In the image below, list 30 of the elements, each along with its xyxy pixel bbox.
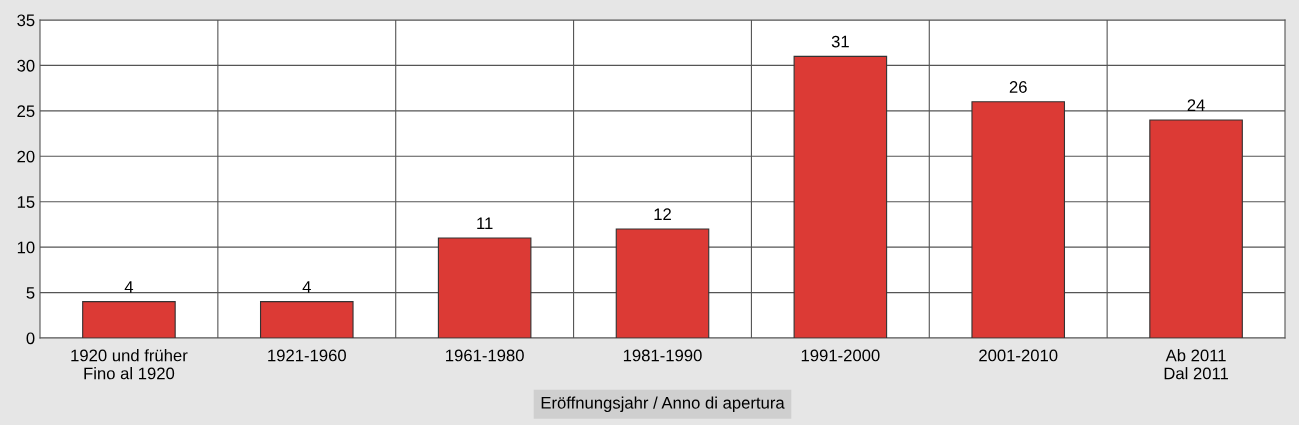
x-tick-label: 1981-1990: [623, 349, 702, 362]
y-tick-label: 30: [17, 59, 35, 72]
bar: [1149, 119, 1243, 338]
x-tick-label: 1991-2000: [801, 349, 880, 362]
bar: [82, 301, 176, 338]
data-label: 31: [831, 35, 849, 48]
bar: [437, 237, 532, 338]
data-label: 11: [477, 217, 493, 230]
y-tick-label: 20: [17, 150, 35, 163]
data-label: 12: [654, 208, 671, 220]
x-tick-label: 1921-1960: [268, 349, 346, 362]
y-tick-label: 35: [17, 14, 35, 27]
bar: [971, 101, 1066, 338]
y-tick-label: 5: [26, 287, 35, 299]
y-tick-label: 10: [17, 241, 35, 254]
x-tick-label: Ab 2011 Dal 2011: [1164, 349, 1228, 380]
bar: [259, 301, 354, 338]
x-tick-label: 1920 und früher Fino al 1920: [71, 349, 188, 380]
data-label: 4: [302, 281, 311, 293]
bar: [793, 55, 888, 338]
bar: [615, 228, 710, 338]
y-tick-label: 0: [26, 332, 35, 345]
y-tick-label: 15: [17, 196, 35, 208]
x-tick-label: 1961-1980: [446, 349, 524, 362]
x-axis-title: Eröffnungsjahr / Anno di apertura: [541, 396, 785, 413]
y-tick-label: 25: [17, 105, 35, 118]
x-tick-label: 2001-2010: [979, 349, 1058, 362]
data-label: 4: [124, 281, 134, 293]
data-label: 26: [1009, 81, 1027, 93]
data-label: 24: [1187, 99, 1205, 111]
